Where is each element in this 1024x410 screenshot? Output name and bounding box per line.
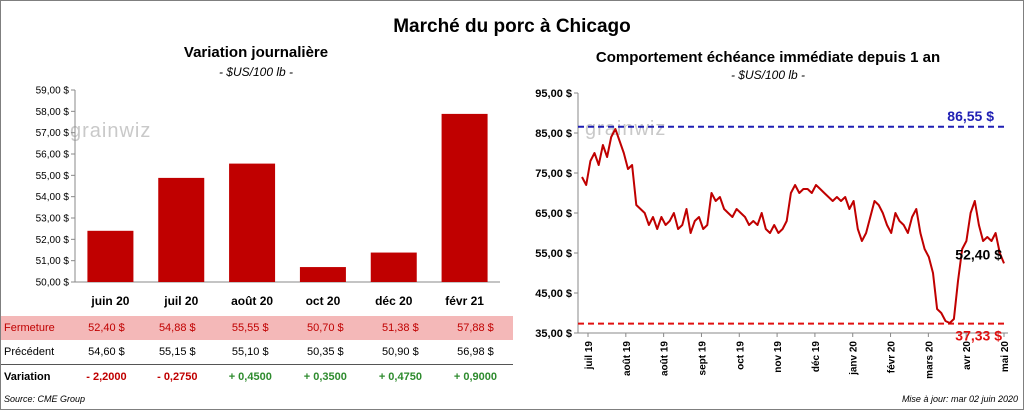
table-cell: + 0,4750	[378, 371, 422, 383]
watermark-left: grainwiz	[70, 120, 152, 142]
table-row-previous: Précédent 54,60 $ 55,15 $ 55,10 $ 50,35 …	[1, 340, 513, 365]
table-cell: 50,70 $	[287, 316, 363, 340]
table-cell: - 2,2000	[86, 371, 127, 383]
x-tick-label: sept 19	[697, 341, 708, 376]
x-tick-label: févr 20	[887, 341, 898, 374]
x-tick-label: oct 20	[306, 294, 341, 308]
bar	[229, 163, 276, 282]
x-tick-label: août 19	[622, 341, 633, 376]
x-tick-label: févr 21	[445, 294, 484, 308]
table-cell: 50,35 $	[287, 340, 363, 365]
x-tick-label: déc 19	[811, 341, 822, 373]
x-tick-label: nov 19	[773, 341, 784, 373]
table-cell: 50,90 $	[362, 340, 438, 365]
y-tick-label: 75,00 $	[535, 168, 572, 180]
low-label: 37,33 $	[955, 328, 1002, 344]
y-tick-label: 52,00 $	[36, 235, 70, 246]
watermark-right: grainwiz	[585, 118, 667, 140]
y-tick-label: 50,00 $	[36, 278, 70, 289]
y-tick-label: 58,00 $	[36, 107, 70, 118]
bar	[299, 267, 346, 282]
update-note: Mise à jour: mar 02 juin 2020	[901, 394, 1018, 404]
x-tick-label: avr 20	[962, 341, 973, 370]
right-chart-unit: - $US/100 lb -	[730, 68, 806, 82]
table-cell: 57,88 $	[437, 316, 513, 340]
table-cell: 55,15 $	[141, 340, 213, 365]
main-title: Marché du porc à Chicago	[393, 16, 631, 37]
x-tick-label: oct 19	[735, 341, 746, 370]
y-tick-label: 56,00 $	[36, 150, 70, 161]
y-tick-label: 45,00 $	[535, 288, 572, 300]
bar	[87, 230, 134, 282]
price-line	[581, 128, 1005, 324]
table-cell: + 0,3500	[303, 371, 347, 383]
bar-chart: 50,00 $ 51,00 $ 52,00 $ 53,00 $ 54,00 $ 55,00…	[36, 86, 500, 308]
table-cell: 52,40 $	[71, 316, 142, 340]
x-tick-label: mars 20	[924, 341, 935, 379]
right-chart-title: Comportement échéance immédiate depuis 1…	[595, 49, 941, 66]
x-tick-label: août 20	[231, 294, 273, 308]
table-cell: - 0,2750	[157, 371, 198, 383]
row-label: Variation	[4, 371, 51, 383]
x-tick-label: mai 20	[1000, 341, 1011, 373]
y-tick-label: 55,00 $	[535, 248, 572, 260]
table-row-variation: Variation - 2,2000 - 0,2750 + 0,4500 + 0…	[1, 365, 513, 390]
table-cell: 55,10 $	[212, 340, 288, 365]
y-tick-label: 95,00 $	[535, 88, 572, 100]
x-tick-label: juin 20	[90, 294, 129, 308]
y-tick-label: 65,00 $	[535, 208, 572, 220]
y-tick-label: 57,00 $	[36, 128, 70, 139]
x-tick-label: janv 20	[849, 341, 860, 376]
x-tick-label: août 19	[660, 341, 671, 376]
bar	[158, 177, 205, 282]
bar	[370, 252, 417, 282]
x-tick-label: juil 19	[584, 341, 595, 371]
left-chart-title: Variation journalière	[183, 44, 329, 61]
y-tick-label: 51,00 $	[36, 256, 70, 267]
y-tick-label: 59,00 $	[36, 86, 70, 97]
table-cell: 51,38 $	[362, 316, 438, 340]
y-tick-label: 54,00 $	[36, 192, 70, 203]
y-tick-label: 53,00 $	[36, 214, 70, 225]
row-label: Précédent	[1, 340, 71, 365]
line-chart: 35,00 $ 45,00 $ 55,00 $ 65,00 $ 75,00 $ 85,00…	[535, 88, 1011, 379]
table-cell: 54,60 $	[71, 340, 142, 365]
table-cell: 55,55 $	[212, 316, 288, 340]
table-cell: + 0,9000	[453, 371, 498, 383]
table-cell: + 0,4500	[228, 371, 272, 383]
y-tick-label: 85,00 $	[535, 128, 572, 140]
y-tick-label: 55,00 $	[36, 171, 70, 182]
left-chart-unit: - $US/100 lb -	[218, 65, 294, 79]
source-note: Source: CME Group	[4, 394, 86, 404]
x-tick-label: déc 20	[375, 294, 413, 308]
table-row-close: Fermeture 52,40 $ 54,88 $ 55,55 $ 50,70 …	[1, 316, 513, 340]
y-tick-label: 35,00 $	[535, 328, 572, 340]
last-value-label: 52,40 $	[955, 246, 1002, 262]
table-cell: 56,98 $	[437, 340, 513, 365]
x-tick-label: juil 20	[163, 294, 198, 308]
price-table: Fermeture 52,40 $ 54,88 $ 55,55 $ 50,70 …	[1, 316, 513, 389]
bar	[441, 113, 488, 282]
table-cell: 54,88 $	[141, 316, 213, 340]
row-label: Fermeture	[1, 316, 71, 340]
high-label: 86,55 $	[947, 108, 994, 124]
